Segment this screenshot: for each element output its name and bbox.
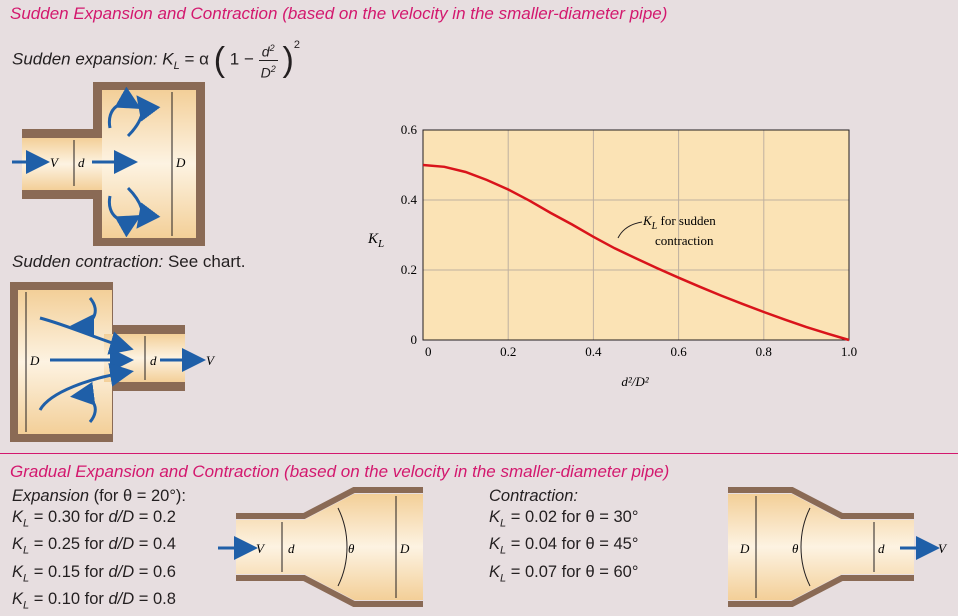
x-tick-label: 0 [425,344,432,359]
y-tick-label: 0 [411,332,418,347]
expansion-pipe-fill [236,494,423,600]
gradual-contraction-list: Contraction: KL = 0.02 for θ = 30° KL = … [489,486,638,589]
kl-subscript: L [174,60,180,72]
sudden-expansion-diagram: V d D [10,82,210,246]
sudden-section-title: Sudden Expansion and Contraction (based … [10,4,667,24]
expansion-row-3: KL = 0.15 for d/D = 0.6 [12,562,186,589]
x-tick-label: 0.8 [756,344,772,359]
x-axis-label: d²/D² [621,374,649,389]
gradual-section-title: Gradual Expansion and Contraction (based… [10,462,669,482]
contraction-row-2: KL = 0.04 for θ = 45° [489,534,638,561]
theta-label: θ [348,541,355,556]
expansion-row-4: KL = 0.10 for d/D = 0.8 [12,589,186,616]
expansion-row-2: KL = 0.25 for d/D = 0.4 [12,534,186,561]
expansion-header: Expansion (for θ = 20°): [12,486,186,507]
kl-symbol: K [162,50,173,69]
one-minus: 1 − [230,50,254,69]
frac-denominator: D [261,64,271,80]
section-divider [0,453,958,454]
gradual-expansion-list: Expansion (for θ = 20°): KL = 0.30 for d… [12,486,186,616]
small-diameter-label: d [288,541,295,556]
x-tick-labels: 0 0.2 0.4 0.6 0.8 1.0 [425,344,857,359]
x-tick-label: 0.2 [500,344,516,359]
right-paren: ) [283,41,294,79]
small-diameter-label: d [78,155,85,170]
contraction-row-1: KL = 0.02 for θ = 30° [489,507,638,534]
x-tick-label: 1.0 [841,344,857,359]
sudden-contraction-label: Sudden contraction: [12,252,163,271]
large-diameter-label: D [739,541,750,556]
small-diameter-label: d [150,353,157,368]
velocity-label: V [938,541,948,556]
frac-num-exp: 2 [270,43,275,53]
sudden-expansion-label: Sudden expansion: [12,50,158,69]
large-diameter-label: D [29,353,40,368]
contraction-row-3: KL = 0.07 for θ = 60° [489,562,638,589]
y-tick-label: 0.4 [401,192,418,207]
y-tick-labels: 0 0.2 0.4 0.6 [401,122,418,347]
annotation-line-2: contraction [655,233,714,248]
x-tick-label: 0.4 [585,344,602,359]
expansion-row-1: KL = 0.30 for d/D = 0.2 [12,507,186,534]
y-tick-label: 0.6 [401,122,418,137]
theta-label: θ [792,541,799,556]
small-diameter-label: d [878,541,885,556]
sudden-expansion-equation: Sudden expansion: KL = α ( 1 − d2 D2 )2 [12,40,300,80]
gradual-expansion-diagram: V d θ D [218,486,428,608]
large-diameter-label: D [399,541,410,556]
gradual-contraction-diagram: D θ d V [726,486,954,608]
x-tick-label: 0.6 [670,344,687,359]
sudden-contraction-line: Sudden contraction: See chart. [12,252,245,272]
frac-numerator: d [262,44,270,60]
plot-area [423,130,849,340]
contraction-header: Contraction: [489,486,638,507]
sudden-contraction-note: See chart. [168,252,246,271]
expansion-small-pipe [22,138,104,190]
y-tick-label: 0.2 [401,262,417,277]
velocity-label: V [206,353,216,368]
y-axis-label: KL [367,231,384,250]
d-over-D-fraction: d2 D2 [259,40,278,80]
left-paren: ( [214,41,225,79]
sudden-contraction-diagram: D d V [10,282,225,442]
large-diameter-label: D [175,155,186,170]
outer-exponent: 2 [294,39,300,51]
equals-alpha: = α [185,50,209,69]
frac-den-exp: 2 [271,64,276,74]
